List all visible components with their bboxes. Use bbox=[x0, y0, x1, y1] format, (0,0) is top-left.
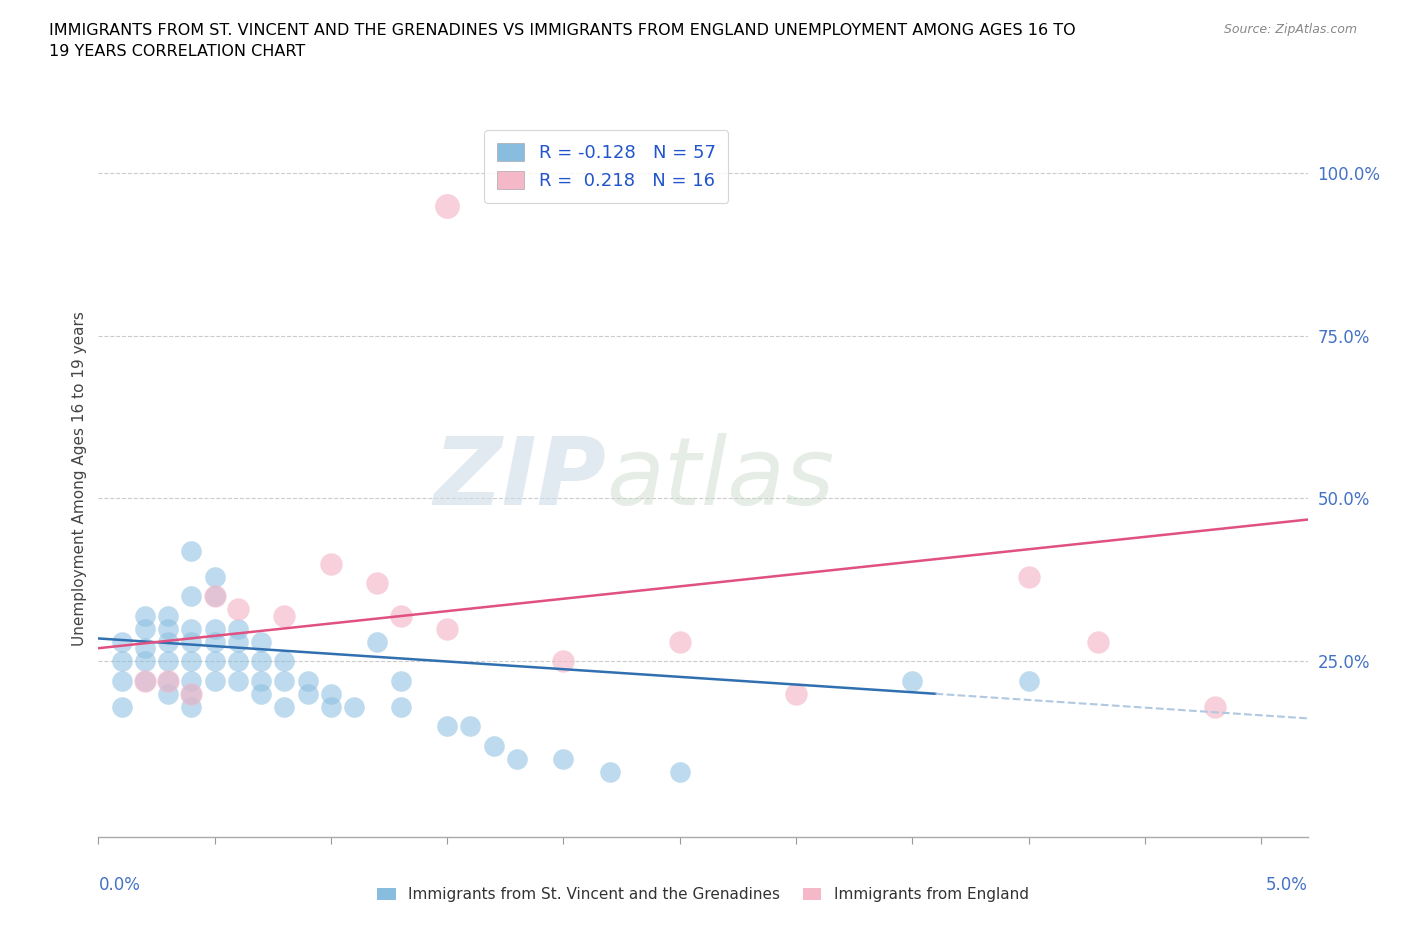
Point bbox=[204, 589, 226, 604]
Point bbox=[436, 621, 458, 636]
Point bbox=[599, 764, 621, 779]
Point bbox=[157, 686, 180, 701]
Text: ZIP: ZIP bbox=[433, 433, 606, 525]
Point bbox=[134, 673, 156, 688]
Point bbox=[204, 589, 226, 604]
Point bbox=[180, 673, 202, 688]
Point bbox=[273, 673, 295, 688]
Text: 0.0%: 0.0% bbox=[98, 876, 141, 895]
Point bbox=[506, 751, 529, 766]
Point bbox=[157, 673, 180, 688]
Point bbox=[204, 569, 226, 584]
Point bbox=[460, 719, 482, 734]
Point bbox=[134, 641, 156, 656]
Text: IMMIGRANTS FROM ST. VINCENT AND THE GRENADINES VS IMMIGRANTS FROM ENGLAND UNEMPL: IMMIGRANTS FROM ST. VINCENT AND THE GREN… bbox=[49, 23, 1076, 60]
Point bbox=[157, 608, 180, 623]
Point bbox=[204, 621, 226, 636]
Point bbox=[226, 654, 249, 669]
Point bbox=[273, 654, 295, 669]
Point bbox=[157, 634, 180, 649]
Y-axis label: Unemployment Among Ages 16 to 19 years: Unemployment Among Ages 16 to 19 years bbox=[72, 312, 87, 646]
Point bbox=[134, 673, 156, 688]
Point bbox=[250, 634, 273, 649]
Point bbox=[226, 621, 249, 636]
Point bbox=[668, 634, 690, 649]
Point bbox=[1018, 673, 1040, 688]
Point bbox=[901, 673, 924, 688]
Point bbox=[226, 602, 249, 617]
Point bbox=[366, 634, 388, 649]
Point bbox=[180, 543, 202, 558]
Point bbox=[134, 608, 156, 623]
Point bbox=[319, 699, 342, 714]
Point bbox=[226, 673, 249, 688]
Point bbox=[204, 673, 226, 688]
Point bbox=[157, 654, 180, 669]
Point bbox=[319, 556, 342, 571]
Text: atlas: atlas bbox=[606, 433, 835, 525]
Point bbox=[553, 654, 575, 669]
Point bbox=[134, 654, 156, 669]
Point bbox=[1018, 569, 1040, 584]
Point bbox=[297, 686, 319, 701]
Point bbox=[250, 673, 273, 688]
Point bbox=[366, 576, 388, 591]
Point bbox=[157, 673, 180, 688]
Point bbox=[1087, 634, 1109, 649]
Point bbox=[180, 686, 202, 701]
Point bbox=[180, 699, 202, 714]
Point bbox=[273, 699, 295, 714]
Point bbox=[273, 608, 295, 623]
Point bbox=[319, 686, 342, 701]
Legend: R = -0.128   N = 57, R =  0.218   N = 16: R = -0.128 N = 57, R = 0.218 N = 16 bbox=[484, 130, 728, 203]
Point bbox=[134, 621, 156, 636]
Point bbox=[204, 634, 226, 649]
Point bbox=[436, 198, 458, 213]
Point bbox=[204, 654, 226, 669]
Point bbox=[389, 699, 412, 714]
Point bbox=[297, 673, 319, 688]
Point bbox=[553, 751, 575, 766]
Point bbox=[111, 699, 134, 714]
Text: Source: ZipAtlas.com: Source: ZipAtlas.com bbox=[1223, 23, 1357, 36]
Point bbox=[111, 654, 134, 669]
Point bbox=[343, 699, 366, 714]
Point bbox=[436, 719, 458, 734]
Point bbox=[180, 621, 202, 636]
Point bbox=[180, 686, 202, 701]
Point bbox=[785, 686, 807, 701]
Point bbox=[482, 738, 505, 753]
Point bbox=[389, 673, 412, 688]
Point bbox=[226, 634, 249, 649]
Point bbox=[157, 621, 180, 636]
Point bbox=[250, 686, 273, 701]
Text: 5.0%: 5.0% bbox=[1265, 876, 1308, 895]
Point bbox=[111, 634, 134, 649]
Legend: Immigrants from St. Vincent and the Grenadines, Immigrants from England: Immigrants from St. Vincent and the Gren… bbox=[371, 882, 1035, 909]
Point bbox=[180, 634, 202, 649]
Point bbox=[250, 654, 273, 669]
Point bbox=[180, 589, 202, 604]
Point bbox=[180, 654, 202, 669]
Point bbox=[111, 673, 134, 688]
Point bbox=[668, 764, 690, 779]
Point bbox=[389, 608, 412, 623]
Point bbox=[1204, 699, 1226, 714]
